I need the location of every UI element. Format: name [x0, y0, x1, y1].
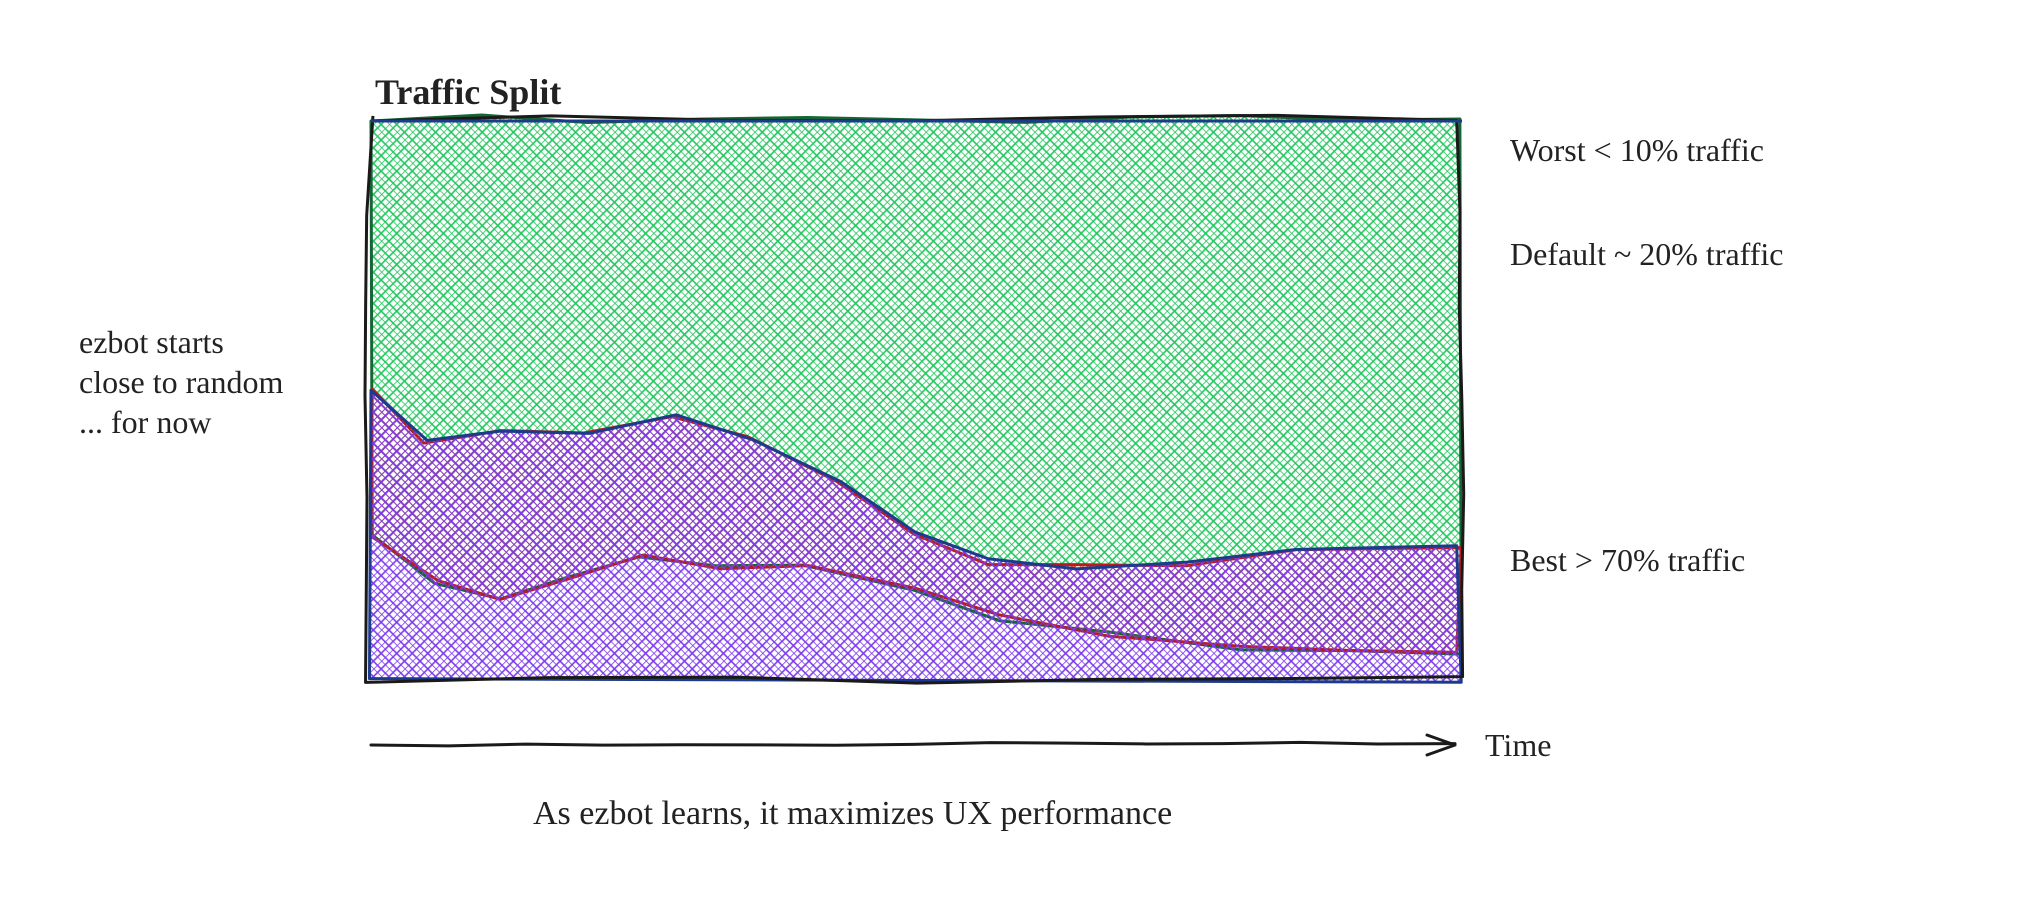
left-note-line3: ... for now [79, 402, 211, 442]
legend-default: Default ~ 20% traffic [1510, 234, 1784, 274]
caption: As ezbot learns, it maximizes UX perform… [533, 793, 1172, 836]
time-axis-label: Time [1485, 725, 1551, 765]
legend-best: Best > 70% traffic [1510, 540, 1745, 580]
time-arrow [371, 742, 1455, 745]
legend-worst: Worst < 10% traffic [1510, 130, 1764, 170]
left-note-line1: ezbot starts [79, 322, 224, 362]
chart-title: Traffic Split [375, 70, 561, 115]
left-note-line2: close to random [79, 362, 283, 402]
